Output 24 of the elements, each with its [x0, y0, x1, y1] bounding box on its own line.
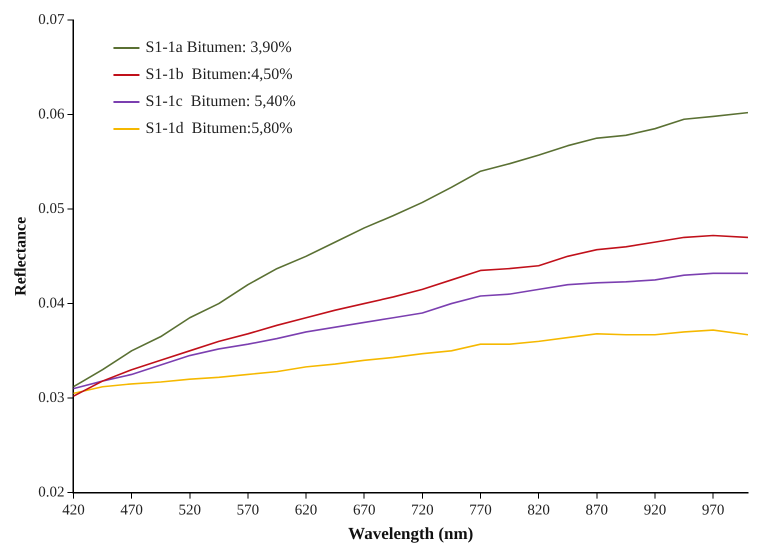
- x-tick-label: 620: [294, 502, 318, 519]
- y-tick-label: 0.03: [38, 390, 64, 406]
- x-tick-label: 470: [120, 502, 143, 519]
- y-tick-label: 0.02: [38, 484, 64, 501]
- x-tick-label: 520: [178, 502, 201, 519]
- y-tick-label: 0.05: [38, 200, 64, 217]
- x-tick-label: 970: [702, 502, 724, 519]
- x-tick-label: 820: [527, 502, 550, 519]
- y-tick-label: 0.06: [38, 106, 65, 122]
- y-tick-label: 0.04: [38, 295, 65, 312]
- legend-label: S1-1a Bitumen: 3,90%: [145, 39, 292, 56]
- x-tick-label: 920: [644, 502, 666, 519]
- y-axis-title: Reflectance: [12, 216, 30, 296]
- legend-label: S1-1b Bitumen:4,50%: [145, 66, 293, 84]
- legend-label: S1-1c Bitumen: 5,40%: [145, 93, 296, 110]
- x-tick-label: 670: [352, 502, 376, 519]
- x-tick-label: 570: [236, 502, 260, 519]
- x-tick-label: 720: [411, 502, 434, 519]
- x-tick-label: 870: [586, 502, 608, 519]
- y-tick-label: 0.07: [38, 12, 65, 28]
- x-tick-label: 770: [469, 502, 492, 519]
- x-axis-title: Wavelength (nm): [348, 524, 474, 544]
- x-tick-label: 420: [62, 502, 85, 519]
- legend-label: S1-1d Bitumen:5,80%: [145, 120, 293, 138]
